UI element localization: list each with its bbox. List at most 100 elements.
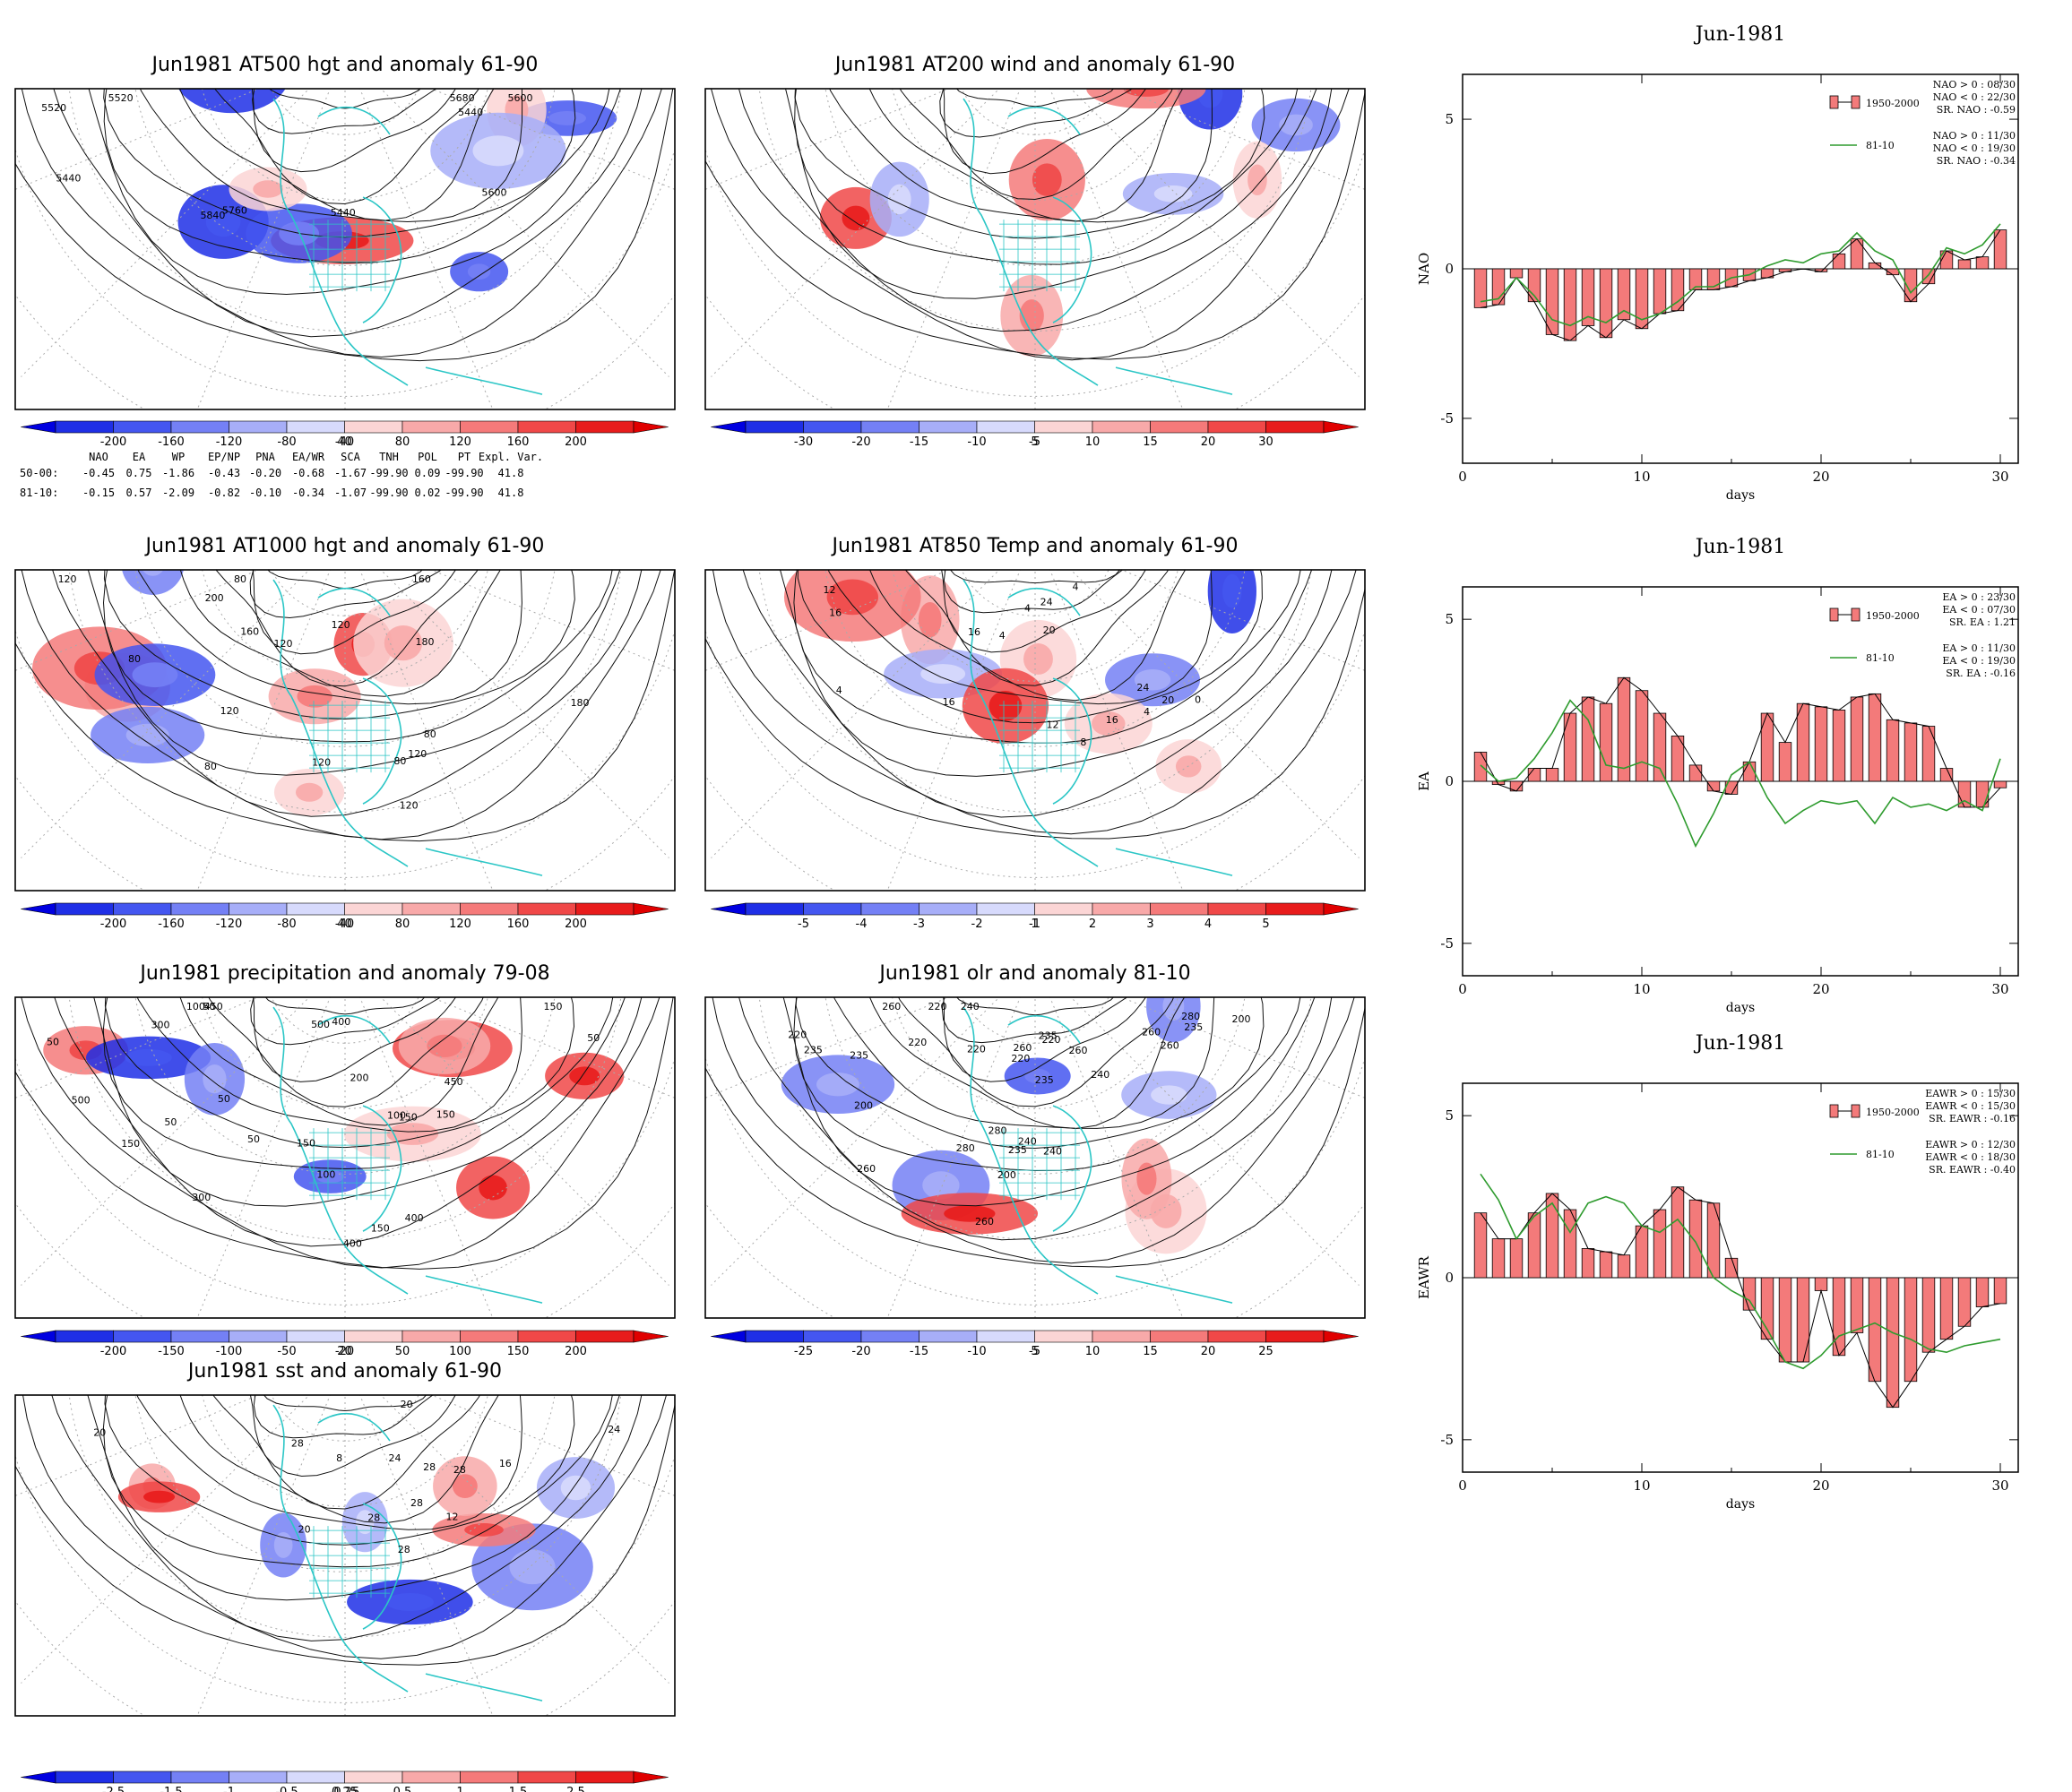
contour-label: 28 (453, 1464, 466, 1476)
anomaly-core (918, 601, 942, 638)
anomaly-core (427, 1034, 462, 1057)
bar-1950-2000 (1796, 1277, 1810, 1363)
stats-value: -2.09 (162, 487, 194, 499)
latitude-circle (134, 89, 556, 266)
legend-bar-stat: NAO < 0 : 22/30 (1933, 91, 2016, 103)
colorbar-segment (170, 1330, 229, 1343)
colorbar-tick-label: 0.5 (393, 1786, 412, 1792)
contour-label: 220 (788, 1030, 807, 1041)
contour-label: 12 (445, 1512, 458, 1523)
contour-label: 100 (186, 1001, 205, 1012)
colorbar-tick-label: -1 (1029, 918, 1040, 931)
colorbar-tick-label: 15 (1143, 1345, 1158, 1358)
contour-line (785, 89, 1317, 299)
contour-label: 16 (968, 626, 980, 638)
legend-line-stat: EAWR < 0 : 18/30 (1925, 1151, 2016, 1163)
contour-line (212, 1395, 480, 1510)
meridian-line (359, 89, 494, 409)
contour-label: 120 (408, 748, 427, 760)
contour-line (794, 89, 1299, 265)
colorbar-tick-label: 1 (1031, 918, 1038, 931)
contour-label: 4 (1073, 582, 1079, 593)
colorbar-tick-label: 10 (1085, 1345, 1101, 1358)
colorbar-segment (575, 1330, 635, 1343)
legend-bar-stat: NAO > 0 : 08/30 (1933, 79, 2016, 90)
legend-bar-label: 1950-2000 (1866, 610, 1920, 622)
colorbar-tick-label: 3 (1146, 918, 1153, 931)
colorbar-segment (460, 420, 519, 434)
anomaly-core (1123, 89, 1169, 97)
latitude-circle (134, 1395, 556, 1572)
legend-line-stat: SR. EAWR : -0.40 (1929, 1164, 2016, 1176)
colorbar-segment (1150, 1330, 1209, 1343)
legend-bar-label: 1950-2000 (1866, 98, 1920, 109)
bar-1950-2000 (1778, 1277, 1792, 1363)
legend-line-stat: EA > 0 : 11/30 (1942, 642, 2016, 654)
colorbar-segment (344, 1330, 403, 1343)
contour-label: 150 (543, 1001, 562, 1012)
stats-value: 0.09 (415, 467, 441, 479)
contour-line (102, 570, 613, 743)
colorbar-end-left (21, 1770, 56, 1784)
colorbar-tick-label: -160 (158, 918, 185, 931)
contour-line (179, 997, 499, 1126)
contour-line (780, 570, 1313, 777)
contour-label: 260 (1068, 1045, 1087, 1056)
contour-line (738, 997, 1333, 1241)
anomaly-core (1162, 997, 1185, 1021)
anomaly-core (297, 685, 332, 708)
contour-label: 150 (399, 1111, 418, 1123)
stats-header: TNH (379, 451, 399, 463)
contour-label: 50 (47, 1037, 59, 1048)
contour-label: 5760 (222, 204, 247, 216)
x-tick-label: 20 (1812, 981, 1829, 997)
colorbar-segment (113, 1330, 172, 1343)
colorbar-tick-label: 50 (395, 1345, 410, 1358)
contour-line (249, 1395, 456, 1478)
contour-label: 24 (608, 1424, 620, 1435)
map-content: 1201602001601201208080801808018012012012… (15, 570, 675, 891)
contour-label: 4 (1024, 603, 1031, 615)
colorbar-segment (229, 902, 288, 916)
x-tick-label: 10 (1633, 469, 1650, 485)
colorbar-segment (517, 420, 576, 434)
meridian-line (21, 570, 310, 858)
contour-line (136, 1395, 522, 1530)
meridian-line (1049, 89, 1184, 409)
contour-label: 8 (336, 1452, 342, 1464)
contour-label: 28 (398, 1544, 410, 1555)
contour-label: 200 (350, 1072, 369, 1083)
contour-label: 80 (424, 728, 436, 740)
contour-label: 50 (587, 1032, 600, 1044)
contour-label: 235 (804, 1044, 823, 1055)
colorbar-tick-label: -1.5 (160, 1786, 182, 1792)
contour-label: 5440 (331, 207, 356, 219)
bar-1950-2000 (1832, 1277, 1846, 1357)
map-frame (14, 569, 676, 892)
coastline (272, 579, 543, 876)
colorbar-tick-label: 2.5 (566, 1786, 585, 1792)
anomaly-core (1092, 711, 1126, 737)
colorbar-segment (1150, 902, 1209, 916)
contour-label: 240 (1091, 1069, 1109, 1081)
contour-line (705, 1005, 1365, 1268)
coastline (963, 98, 1233, 395)
contour-label: 220 (967, 1044, 986, 1055)
contour-label: 50 (218, 1093, 230, 1105)
colorbar-segment (1034, 1330, 1093, 1343)
stats-row-label: 50-00: (20, 467, 58, 479)
bar-1950-2000 (1760, 712, 1774, 782)
bar-1950-2000 (1527, 768, 1541, 782)
stats-value: -0.10 (249, 487, 281, 499)
colorbar-tick-label: -40 (335, 918, 354, 931)
coastline (272, 98, 543, 395)
colorbar-segment (1207, 902, 1266, 916)
latitude-circle (892, 997, 1178, 1109)
y-axis-label: NAO (1416, 253, 1432, 285)
stats-value: 41.8 (498, 487, 524, 499)
anomaly-core (887, 184, 911, 215)
bar-1950-2000 (1545, 768, 1559, 782)
colorbar-segment (976, 1330, 1035, 1343)
